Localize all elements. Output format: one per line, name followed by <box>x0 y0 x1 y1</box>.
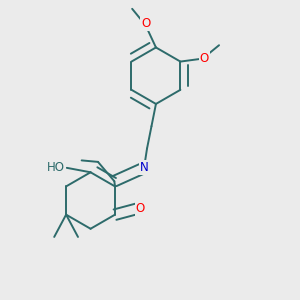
Text: O: O <box>136 202 145 215</box>
Text: N: N <box>140 161 148 174</box>
Text: O: O <box>141 17 150 30</box>
Text: O: O <box>200 52 209 65</box>
Text: HO: HO <box>47 161 65 174</box>
